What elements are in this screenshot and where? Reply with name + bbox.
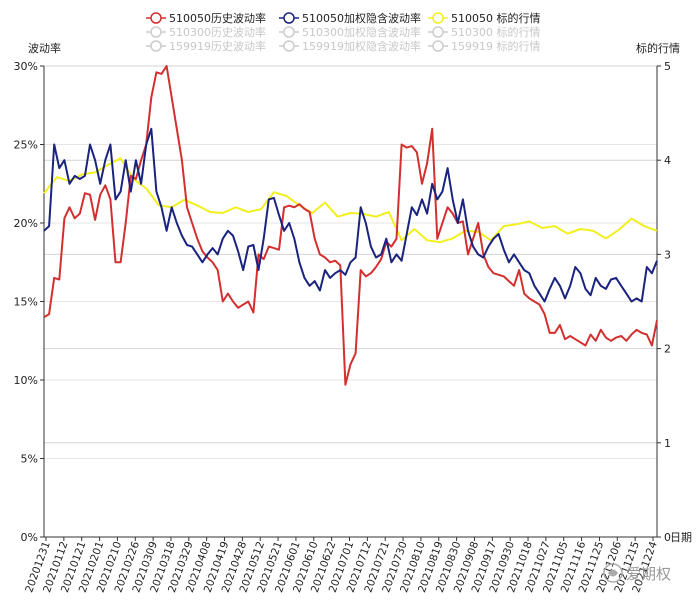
series-line-2 (43, 157, 658, 244)
watermark: 爱期权 (603, 563, 671, 583)
legend-item[interactable]: 159919加权隐含波动率 (279, 39, 421, 53)
legend-label: 510050加权隐含波动率 (302, 11, 421, 25)
legend-label: 159919历史波动率 (169, 39, 266, 53)
legend-marker (283, 40, 295, 52)
legend-item[interactable]: 510300 标的行情 (428, 25, 541, 39)
legend-label: 159919 标的行情 (451, 39, 541, 53)
legend-item[interactable]: 510050加权隐含波动率 (279, 11, 421, 25)
legend: 510050历史波动率 510050加权隐含波动率 510050 标的行情51030… (146, 11, 541, 53)
legend-marker (150, 12, 162, 24)
left-axis: 0% 5% 10% 15% 20% 25% 30% (14, 60, 45, 544)
legend-item[interactable]: 510050历史波动率 (146, 11, 266, 25)
right-tick-label: 3 (664, 248, 671, 261)
legend-item[interactable]: 510300加权隐含波动率 (279, 25, 421, 39)
legend-item[interactable]: 510050 标的行情 (428, 11, 541, 25)
legend-label: 510300加权隐含波动率 (302, 25, 421, 39)
right-tick-label: 0 (664, 531, 671, 544)
legend-marker (432, 12, 444, 24)
right-axis-label: 标的行情 (636, 41, 680, 55)
legend-marker (283, 26, 295, 38)
legend-marker (432, 40, 444, 52)
legend-item[interactable]: 510300历史波动率 (146, 25, 266, 39)
left-tick-label: 0% (21, 531, 38, 544)
legend-label: 510050历史波动率 (169, 11, 266, 25)
series-line-1 (43, 127, 658, 303)
legend-item[interactable]: 159919 标的行情 (428, 39, 541, 53)
legend-label: 510300历史波动率 (169, 25, 266, 39)
watermark-logo-icon (603, 563, 623, 583)
right-axis: 0 1 2 3 4 5 (656, 60, 671, 544)
left-tick-label: 25% (14, 139, 38, 152)
legend-label: 510050 标的行情 (451, 11, 541, 25)
legend-marker (432, 26, 444, 38)
right-tick-label: 2 (664, 343, 671, 356)
watermark-logo-mark (608, 569, 618, 577)
series-layer (43, 65, 658, 386)
left-tick-label: 30% (14, 60, 38, 73)
right-tick-label: 1 (664, 437, 671, 450)
legend-marker (283, 12, 295, 24)
left-tick-label: 5% (21, 453, 38, 466)
left-tick-label: 10% (14, 374, 38, 387)
watermark-text: 爱期权 (626, 565, 671, 583)
left-axis-label: 波动率 (28, 41, 61, 55)
legend-marker (150, 26, 162, 38)
left-tick-label: 15% (14, 296, 38, 309)
right-tick-label: 4 (664, 154, 671, 167)
right-axis-suffix: 日期 (670, 531, 692, 544)
legend-label: 159919加权隐含波动率 (302, 39, 421, 53)
legend-label: 510300 标的行情 (451, 25, 541, 39)
left-tick-label: 20% (14, 217, 38, 230)
right-tick-label: 5 (664, 60, 671, 73)
legend-item[interactable]: 159919历史波动率 (146, 39, 266, 53)
legend-marker (150, 40, 162, 52)
